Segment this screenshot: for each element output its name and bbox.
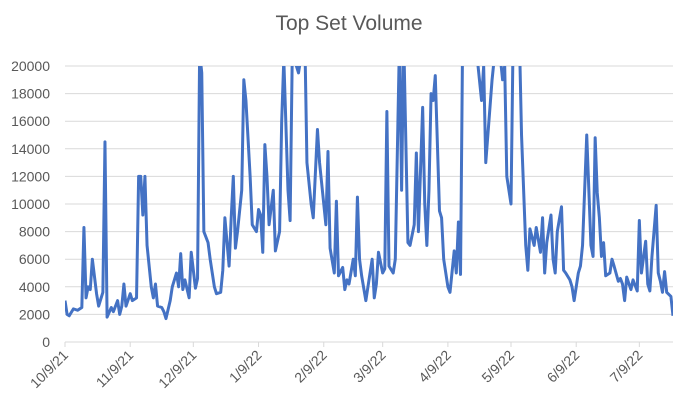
x-tick-label: 4/9/22 bbox=[415, 347, 454, 386]
data-line bbox=[65, 66, 673, 321]
x-tick-label: 11/9/21 bbox=[93, 347, 137, 391]
y-tick-label: 12000 bbox=[11, 168, 50, 184]
y-tick-label: 10000 bbox=[11, 196, 50, 212]
x-tick-label: 2/9/22 bbox=[291, 347, 330, 386]
plot-area bbox=[65, 66, 673, 321]
y-tick-label: 6000 bbox=[19, 251, 50, 267]
x-tick-label: 7/9/22 bbox=[607, 347, 646, 386]
y-tick-label: 4000 bbox=[19, 279, 50, 295]
y-tick-label: 14000 bbox=[11, 141, 50, 157]
y-tick-label: 2000 bbox=[19, 306, 50, 322]
x-tick-label: 10/9/21 bbox=[27, 347, 71, 391]
y-tick-label: 8000 bbox=[19, 224, 50, 240]
x-tick-label: 5/9/22 bbox=[478, 347, 517, 386]
y-tick-label: 20000 bbox=[11, 58, 50, 74]
y-tick-label: 16000 bbox=[11, 113, 50, 129]
chart-title: Top Set Volume bbox=[275, 12, 422, 35]
x-tick-label: 3/9/22 bbox=[350, 347, 389, 386]
x-tick-label: 1/9/22 bbox=[226, 347, 265, 386]
y-tick-label: 18000 bbox=[11, 86, 50, 102]
x-tick-label: 12/9/21 bbox=[155, 347, 199, 391]
y-tick-label: 0 bbox=[42, 334, 50, 350]
x-tick-label: 6/9/22 bbox=[543, 347, 582, 386]
